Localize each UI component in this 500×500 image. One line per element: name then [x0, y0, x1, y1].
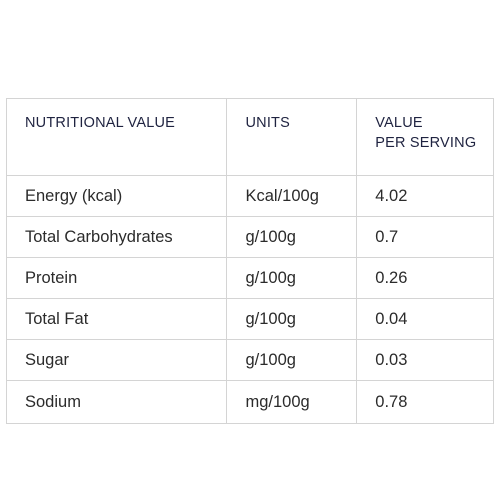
row-name-cell: Energy (kcal) — [5, 175, 228, 217]
table-row: Energy (kcal) Kcal/100g 4.02 — [5, 175, 494, 217]
header-value-per-serving: VALUE PER SERVING — [356, 98, 494, 176]
row-name-cell: Total Carbohydrates — [5, 216, 228, 258]
table-row: Total Fat g/100g 0.04 — [5, 298, 494, 340]
table-row: Sugar g/100g 0.03 — [5, 339, 494, 381]
row-unit-cell: Kcal/100g — [226, 175, 358, 217]
header-per-serving-label: PER SERVING — [375, 135, 477, 151]
table-row: Protein g/100g 0.26 — [5, 257, 494, 299]
row-unit-cell: g/100g — [226, 298, 358, 340]
header-nutritional-value-label: NUTRITIONAL VALUE — [25, 115, 176, 131]
row-unit-cell: g/100g — [226, 257, 358, 299]
row-unit-cell: mg/100g — [226, 380, 358, 424]
header-units: UNITS — [226, 98, 358, 176]
header-value-label: VALUE — [375, 115, 423, 131]
header-nutritional-value: NUTRITIONAL VALUE — [5, 98, 228, 176]
nutrition-table: NUTRITIONAL VALUE UNITS VALUE PER SERVIN… — [5, 98, 494, 424]
row-name-cell: Protein — [5, 257, 228, 299]
row-value-cell: 0.26 — [356, 257, 494, 299]
row-value-cell: 0.04 — [356, 298, 494, 340]
row-value-cell: 0.7 — [356, 216, 494, 258]
row-value-cell: 0.78 — [356, 380, 494, 424]
row-name-cell: Sugar — [5, 339, 228, 381]
table-row: Sodium mg/100g 0.78 — [5, 380, 494, 424]
header-units-label: UNITS — [245, 115, 290, 131]
row-value-cell: 0.03 — [356, 339, 494, 381]
row-unit-cell: g/100g — [226, 216, 358, 258]
row-value-cell: 4.02 — [356, 175, 494, 217]
row-name-cell: Total Fat — [5, 298, 228, 340]
header-row: NUTRITIONAL VALUE UNITS VALUE PER SERVIN… — [5, 98, 494, 176]
row-unit-cell: g/100g — [226, 339, 358, 381]
table-row: Total Carbohydrates g/100g 0.7 — [5, 216, 494, 258]
row-name-cell: Sodium — [5, 380, 228, 424]
